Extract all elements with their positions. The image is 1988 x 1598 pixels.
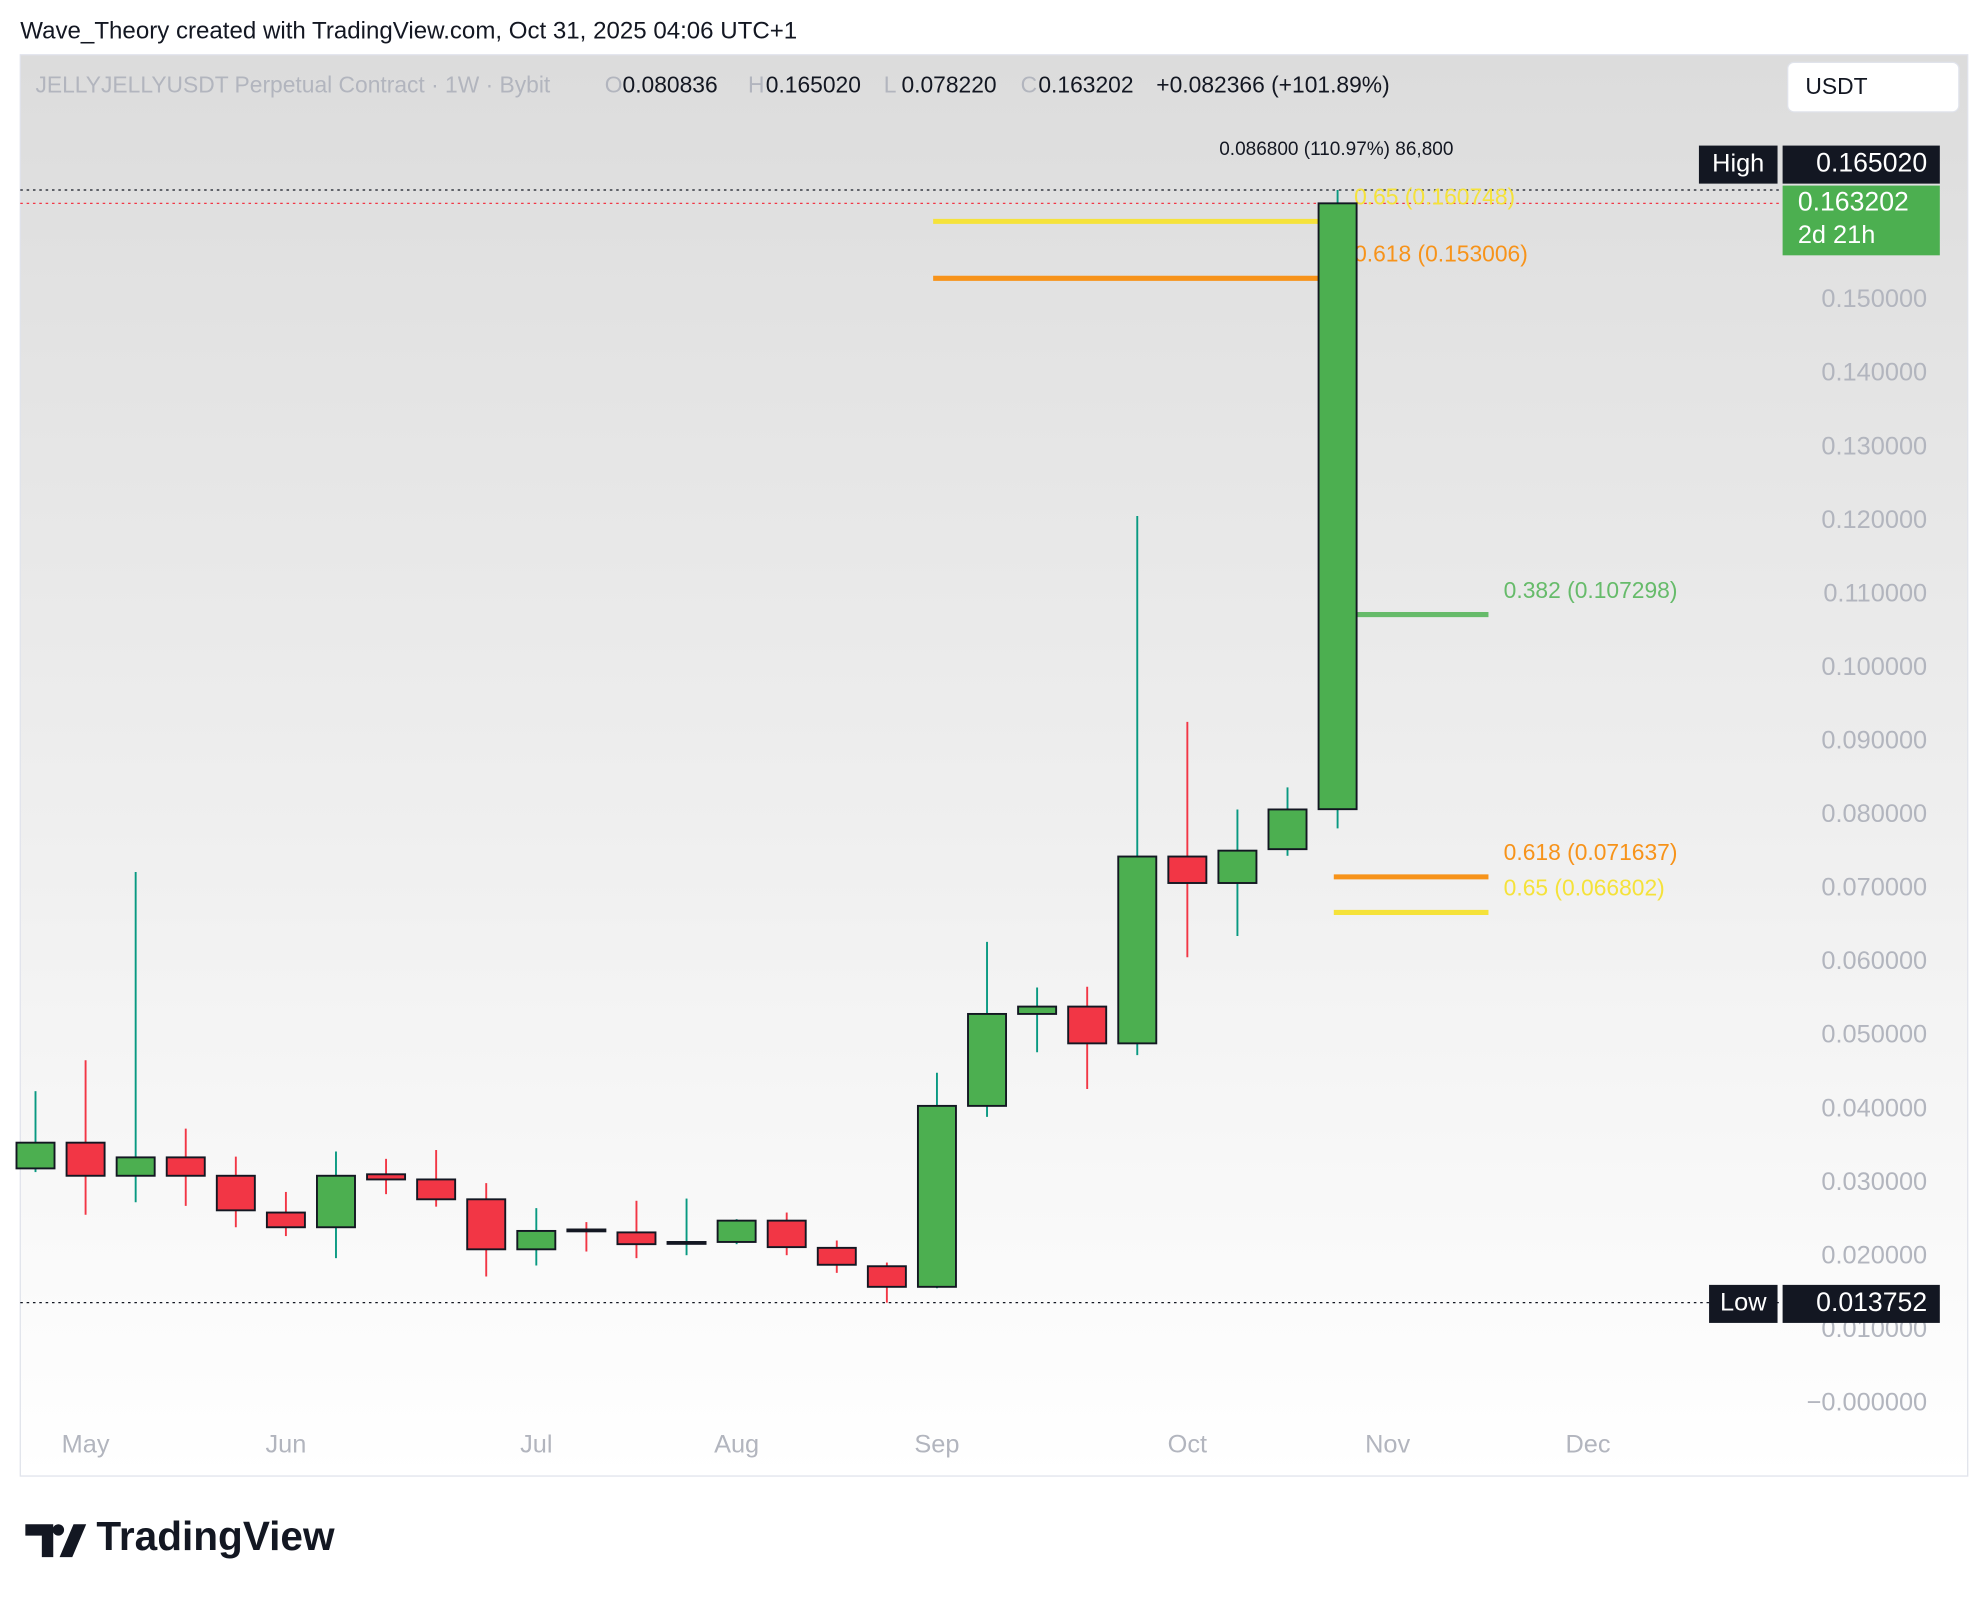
attribution: Wave_Theory created with TradingView.com… (20, 17, 797, 44)
ohlc-value: 0.163202 (1038, 71, 1133, 97)
candle-body (316, 1174, 356, 1229)
high-badge-name-bg (1698, 145, 1778, 184)
ohlc-key: H (748, 71, 764, 97)
countdown: 2d 21h (1798, 221, 1876, 249)
last-price-value: 0.163202 (1798, 186, 1909, 216)
x-tick-label: Dec (1565, 1430, 1610, 1458)
y-tick-label: 0.040000 (1821, 1094, 1927, 1122)
low-badge-bg (1782, 1284, 1940, 1323)
fib-label: 0.382 (0.107298) (1504, 577, 1678, 603)
y-tick-label: 0.130000 (1821, 432, 1927, 460)
y-tick-label: 0.080000 (1821, 800, 1927, 828)
ohlc-value: 0.165020 (766, 71, 861, 97)
x-tick-label: May (62, 1430, 110, 1458)
candle-body (516, 1229, 557, 1251)
candle-body (15, 1141, 56, 1170)
change: +0.082366 (+101.89%) (1156, 71, 1389, 97)
ohlc-value: 0.080836 (623, 71, 718, 97)
candle-body (916, 1104, 957, 1288)
low-badge-name: Low (1720, 1289, 1767, 1317)
candle-body (866, 1265, 907, 1288)
x-tick-label: Oct (1168, 1430, 1207, 1458)
y-tick-label: 0.110000 (1823, 579, 1927, 607)
logo: TradingView (25, 1513, 335, 1559)
measure: 0.086800 (110.97%) 86,800 (1219, 139, 1453, 160)
y-tick-label: −0.000000 (1807, 1388, 1928, 1416)
last-price-bg (1782, 185, 1940, 256)
low-badge-name-bg (1709, 1284, 1778, 1323)
y-tick-label: 0.100000 (1821, 653, 1927, 681)
low-badge-value: 0.013752 (1816, 1287, 1927, 1317)
candle-body (566, 1228, 607, 1233)
candle-body (65, 1141, 106, 1177)
candle-body (1117, 855, 1158, 1045)
candle-body (716, 1219, 757, 1243)
candle-body (1217, 849, 1258, 884)
candle-body (215, 1174, 256, 1212)
ohlc-value: 0.078220 (901, 71, 996, 97)
ohlc-key: C (1021, 71, 1037, 97)
ohlc-key: O (605, 71, 623, 97)
high-badge-value: 0.165020 (1816, 148, 1927, 178)
y-tick-label: 0.050000 (1821, 1021, 1927, 1049)
ohlc-key: L (884, 71, 897, 97)
y-tick-label: 0.120000 (1821, 506, 1927, 534)
candle-body (1167, 855, 1208, 884)
currency: USDT (1805, 73, 1867, 99)
candle-body (616, 1231, 657, 1246)
y-tick-label: 0.070000 (1821, 874, 1927, 902)
candle-body (1317, 202, 1358, 811)
y-tick-label: 0.060000 (1821, 947, 1927, 975)
candle-body (265, 1211, 306, 1229)
candle-body (666, 1241, 707, 1245)
high-badge-name: High (1712, 149, 1764, 177)
symbol: JELLYJELLYUSDT Perpetual Contract · 1W ·… (35, 71, 550, 97)
fib-label: 0.618 (0.153006) (1354, 241, 1528, 267)
candle-body (1067, 1005, 1108, 1045)
candle-body (967, 1012, 1007, 1107)
candle-body (115, 1156, 156, 1177)
candle-body (816, 1246, 857, 1266)
y-tick-label: 0.090000 (1821, 726, 1927, 754)
y-tick-label: 0.150000 (1821, 285, 1927, 313)
candle-body (1267, 808, 1308, 851)
fib-label: 0.618 (0.071637) (1504, 839, 1678, 865)
candle-body (1017, 1005, 1058, 1015)
x-tick-label: Aug (714, 1430, 759, 1458)
chart-frame (19, 54, 1969, 1477)
x-tick-label: Nov (1365, 1430, 1410, 1458)
fib-label: 0.65 (0.066802) (1504, 875, 1665, 901)
high-badge-bg (1782, 145, 1940, 184)
candle-body (416, 1178, 457, 1201)
y-tick-label: 0.140000 (1821, 359, 1927, 387)
x-tick-label: Jun (265, 1430, 306, 1458)
x-tick-label: Sep (914, 1430, 959, 1458)
candle-body (165, 1156, 206, 1177)
candle-body (366, 1173, 407, 1181)
logo-mark (25, 1524, 87, 1558)
candle-body (766, 1219, 807, 1249)
candle-body (466, 1198, 507, 1251)
y-tick-label: 0.030000 (1821, 1168, 1927, 1196)
fib-label: 0.65 (0.160748) (1354, 184, 1515, 210)
x-tick-label: Jul (520, 1430, 552, 1458)
currency-button[interactable] (1787, 61, 1960, 113)
logo-text: TradingView (96, 1513, 335, 1559)
y-tick-label: 0.020000 (1821, 1241, 1927, 1269)
